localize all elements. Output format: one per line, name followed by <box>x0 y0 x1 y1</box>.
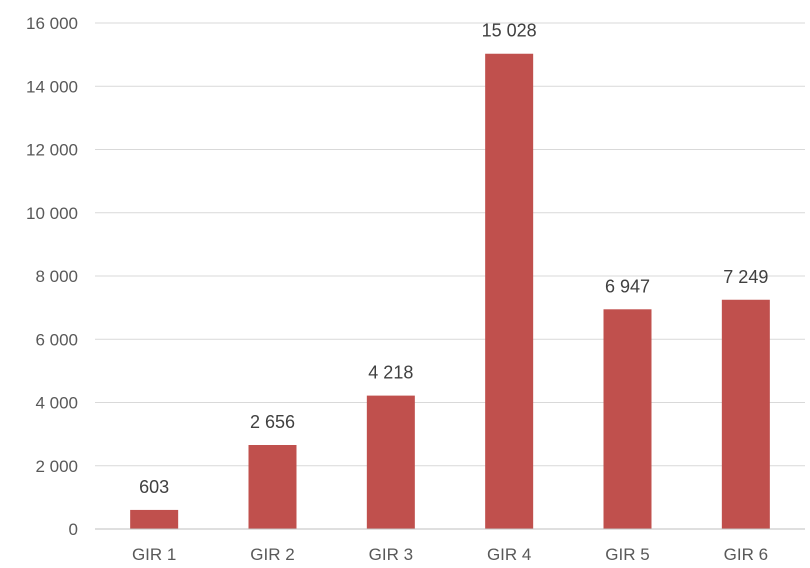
x-tick-label: GIR 4 <box>487 545 531 564</box>
x-tick-label: GIR 3 <box>369 545 413 564</box>
y-tick-label: 12 000 <box>26 141 78 160</box>
x-tick-label: GIR 1 <box>132 545 176 564</box>
bar-value-label: 603 <box>139 477 169 497</box>
bar <box>130 509 179 529</box>
y-axis-ticks: 0 2 000 4 000 6 000 8 000 10 000 12 000 14 000 1… <box>26 14 78 539</box>
bar-value-label: 4 218 <box>368 363 413 383</box>
x-axis-ticks: GIR 1 GIR 2 GIR 3 GIR 4 GIR 5 GIR 6 <box>132 545 768 564</box>
bar <box>248 445 297 529</box>
bar <box>485 53 534 529</box>
y-tick-label: 14 000 <box>26 77 78 96</box>
data-labels: 603 2 656 4 218 15 028 6 947 7 249 <box>139 21 768 497</box>
x-tick-label: GIR 5 <box>605 545 649 564</box>
y-tick-label: 0 <box>69 520 78 539</box>
y-tick-label: 4 000 <box>35 394 78 413</box>
y-tick-label: 8 000 <box>35 267 78 286</box>
gridlines <box>95 22 805 467</box>
x-tick-label: GIR 6 <box>724 545 768 564</box>
y-tick-label: 6 000 <box>35 330 78 349</box>
bar-value-label: 2 656 <box>250 412 295 432</box>
y-tick-label: 10 000 <box>26 204 78 223</box>
bar-value-label: 6 947 <box>605 276 650 296</box>
x-tick-label: GIR 2 <box>250 545 294 564</box>
y-tick-label: 16 000 <box>26 14 78 33</box>
bar-value-label: 7 249 <box>723 267 768 287</box>
y-tick-label: 2 000 <box>35 457 78 476</box>
bar <box>721 299 770 529</box>
bar <box>366 395 415 529</box>
bars <box>130 53 770 529</box>
bar-value-label: 15 028 <box>482 21 537 41</box>
bar <box>603 309 652 529</box>
